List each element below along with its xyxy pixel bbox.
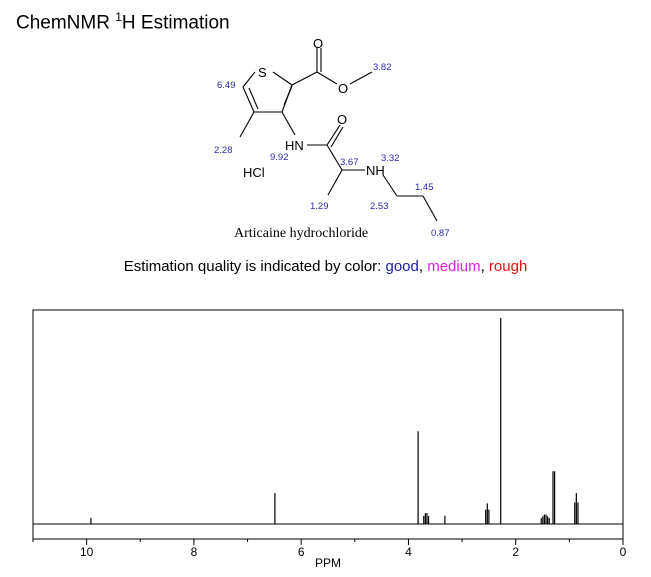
x-tick-label: 10 — [80, 545, 94, 559]
molecule-name: Articaine hydrochloride — [234, 226, 368, 241]
spectrum-plot — [33, 318, 623, 525]
atom-amide-nh: HN — [285, 138, 304, 153]
atom-sulfur: S — [258, 65, 267, 80]
molecule-structure — [239, 48, 438, 222]
shift-label: 1.45 — [415, 182, 434, 193]
shift-label: 3.82 — [373, 62, 392, 73]
atom-carbonyl-oxygen-1: O — [313, 36, 323, 51]
spectrum-frame — [32, 309, 624, 540]
x-tick-label: 6 — [298, 545, 305, 559]
salt-label: HCl — [243, 165, 265, 180]
x-tick-label: 8 — [191, 545, 198, 559]
quality-good: good — [385, 258, 419, 275]
x-tick-label: 2 — [512, 545, 519, 559]
shift-label: 2.28 — [214, 145, 233, 156]
shift-label: 3.32 — [381, 153, 400, 164]
x-axis-ticks: 10 8 6 4 2 0 — [32, 539, 627, 559]
shift-label: 0.87 — [431, 228, 450, 239]
x-axis-title: PPM — [315, 556, 341, 570]
atom-ester-oxygen: O — [338, 81, 348, 96]
atom-amine-nh: NH — [366, 163, 385, 178]
quality-medium: medium — [427, 258, 481, 275]
x-tick-label: 0 — [620, 545, 627, 559]
page-title: ChemNMR 1H Estimation — [16, 10, 230, 34]
shift-label: 2.53 — [370, 201, 389, 212]
quality-rough: rough — [488, 258, 528, 275]
x-tick-label: 4 — [405, 545, 412, 559]
shift-label: 9.92 — [270, 152, 289, 163]
quality-legend: Estimation quality is indicated by color… — [123, 258, 528, 275]
shift-label: 3.67 — [340, 157, 359, 168]
shift-label: 6.49 — [217, 80, 236, 91]
shift-label: 1.29 — [310, 201, 329, 212]
atom-carbonyl-oxygen-2: O — [337, 112, 347, 127]
